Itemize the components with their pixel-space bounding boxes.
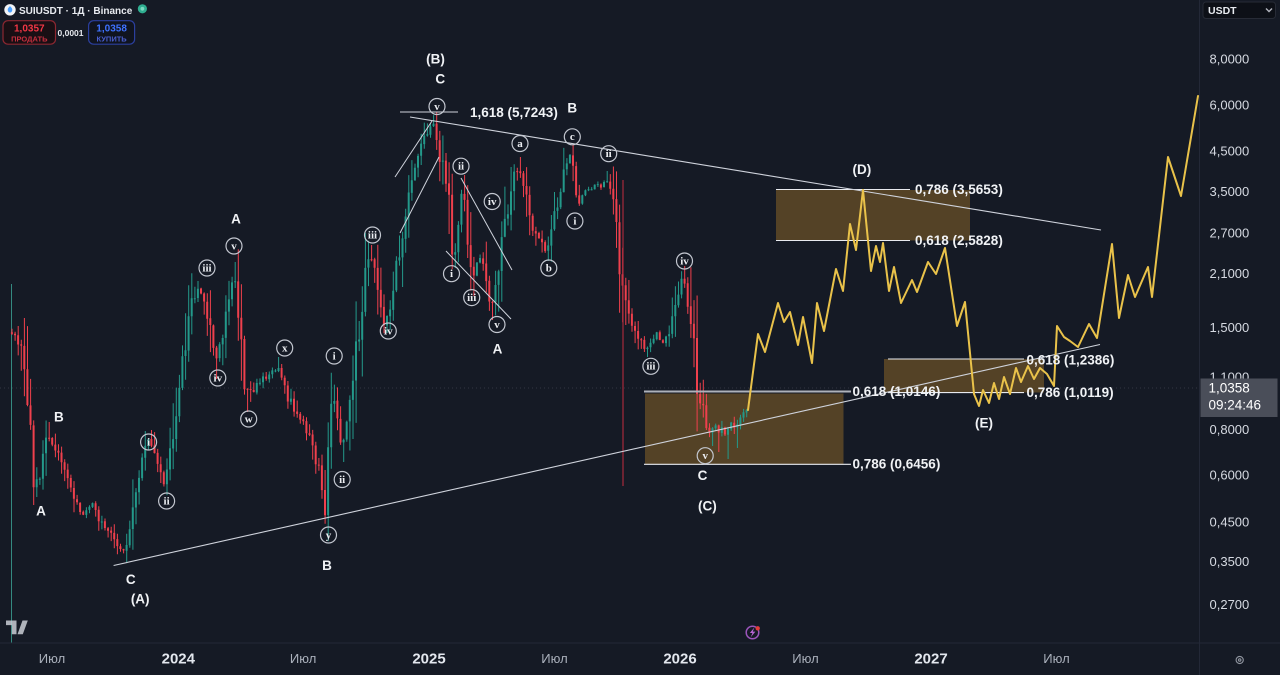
svg-text:iv: iv [384, 325, 393, 337]
svg-text:A: A [36, 504, 46, 519]
svg-text:i: i [573, 215, 576, 227]
svg-text:v: v [434, 101, 440, 113]
svg-text:A: A [493, 342, 503, 357]
svg-text:x: x [282, 342, 288, 354]
svg-text:Июл: Июл [290, 651, 316, 666]
svg-text:1,0358: 1,0358 [1209, 381, 1250, 396]
svg-text:КУПИТЬ: КУПИТЬ [97, 34, 128, 43]
svg-text:A: A [231, 212, 241, 227]
svg-text:0,6000: 0,6000 [1210, 468, 1250, 483]
svg-text:c: c [570, 131, 575, 143]
svg-text:0,618 (1,2386): 0,618 (1,2386) [1027, 353, 1115, 368]
svg-text:Июл: Июл [1043, 651, 1069, 666]
svg-text:Июл: Июл [541, 651, 567, 666]
svg-text:1,0358: 1,0358 [96, 23, 127, 34]
svg-text:iii: iii [467, 292, 476, 304]
svg-text:ПРОДАТЬ: ПРОДАТЬ [11, 34, 48, 43]
svg-text:0,4500: 0,4500 [1210, 515, 1250, 530]
svg-text:3,5000: 3,5000 [1210, 184, 1250, 199]
svg-text:1,0357: 1,0357 [14, 23, 45, 34]
svg-text:0,786 (3,5653): 0,786 (3,5653) [915, 182, 1003, 197]
svg-text:0,3500: 0,3500 [1210, 554, 1250, 569]
svg-text:C: C [435, 72, 445, 87]
svg-text:(A): (A) [131, 592, 150, 607]
svg-text:b: b [546, 262, 552, 274]
svg-text:SUIUSDT · 1Д · Binance: SUIUSDT · 1Д · Binance [19, 6, 133, 17]
svg-text:i: i [147, 436, 150, 448]
svg-text:iv: iv [680, 255, 689, 267]
svg-text:2027: 2027 [914, 651, 947, 668]
svg-text:w: w [245, 413, 253, 425]
svg-text:B: B [567, 101, 577, 116]
svg-text:0,8000: 0,8000 [1210, 422, 1250, 437]
svg-text:ii: ii [458, 161, 464, 173]
svg-text:iii: iii [368, 229, 377, 241]
svg-text:C: C [126, 572, 136, 587]
svg-text:C: C [698, 468, 708, 483]
svg-text:Июл: Июл [39, 651, 65, 666]
svg-text:(D): (D) [853, 162, 872, 177]
svg-text:0,618 (2,5828): 0,618 (2,5828) [915, 233, 1003, 248]
svg-text:iii: iii [646, 361, 655, 373]
svg-text:B: B [54, 410, 64, 425]
svg-text:2,7000: 2,7000 [1210, 226, 1250, 241]
svg-text:iii: iii [202, 262, 211, 274]
svg-text:6,0000: 6,0000 [1210, 98, 1250, 113]
svg-text:USDT: USDT [1208, 5, 1237, 17]
svg-text:i: i [333, 350, 336, 362]
svg-text:09:24:46: 09:24:46 [1209, 398, 1262, 413]
svg-text:y: y [326, 529, 332, 541]
svg-text:0,786 (1,0119): 0,786 (1,0119) [1027, 385, 1114, 400]
svg-text:(C): (C) [698, 499, 717, 514]
svg-text:2,1000: 2,1000 [1210, 266, 1250, 281]
svg-text:ii: ii [339, 474, 345, 486]
svg-text:ii: ii [164, 495, 170, 507]
svg-text:v: v [494, 319, 500, 331]
svg-text:0,2700: 0,2700 [1210, 597, 1250, 612]
svg-text:(B): (B) [426, 52, 445, 67]
svg-text:2025: 2025 [412, 651, 445, 668]
svg-text:1,618 (5,7243): 1,618 (5,7243) [470, 105, 558, 120]
svg-text:2026: 2026 [663, 651, 696, 668]
svg-text:v: v [702, 450, 708, 462]
svg-text:B: B [322, 558, 332, 573]
svg-text:a: a [517, 138, 523, 150]
svg-text:v: v [231, 240, 237, 252]
svg-text:0,786 (0,6456): 0,786 (0,6456) [853, 456, 941, 471]
svg-text:(E): (E) [975, 416, 993, 431]
svg-text:0,618 (1,0146): 0,618 (1,0146) [853, 384, 941, 399]
svg-text:0,0001: 0,0001 [58, 28, 84, 38]
svg-text:8,0000: 8,0000 [1210, 52, 1250, 67]
svg-text:4,5000: 4,5000 [1210, 144, 1250, 159]
svg-text:1,5000: 1,5000 [1210, 320, 1250, 335]
svg-text:ii: ii [606, 148, 612, 160]
svg-text:i: i [450, 268, 453, 280]
svg-text:iv: iv [214, 372, 223, 384]
svg-text:Июл: Июл [792, 651, 818, 666]
svg-text:2024: 2024 [162, 651, 196, 668]
svg-text:iv: iv [488, 196, 497, 208]
